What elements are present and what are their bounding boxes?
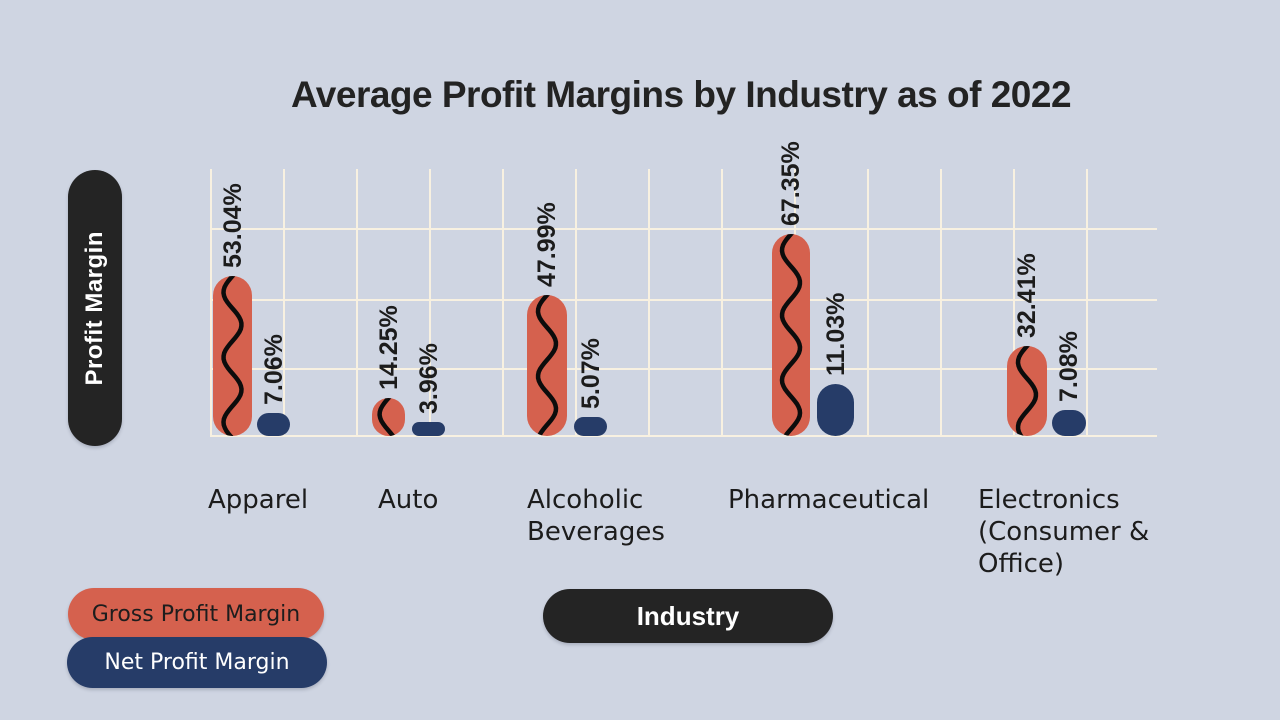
legend-gross-label: Gross Profit Margin xyxy=(91,601,301,627)
value-label-net-pharmaceutical: 11.03% xyxy=(821,292,850,376)
squiggle-line-icon xyxy=(1015,346,1039,436)
bar-net-apparel xyxy=(257,413,290,436)
x-axis-category-auto: Auto xyxy=(378,485,439,515)
x-axis-label: Industry xyxy=(636,600,740,631)
y-axis-label: Profit Margin xyxy=(81,230,108,386)
bar-net-electronics xyxy=(1052,410,1086,436)
value-label-net-auto: 3.96% xyxy=(414,343,443,414)
value-label-gross-electronics: 32.41% xyxy=(1013,253,1041,338)
value-label-gross-apparel: 53.04% xyxy=(218,183,247,268)
value-label-gross-pharmaceutical: 67.35% xyxy=(777,141,805,226)
bar-gross-auto xyxy=(372,398,405,436)
legend-item-net: Net Profit Margin xyxy=(67,637,327,688)
x-axis-category-apparel: Apparel xyxy=(208,485,309,515)
x-axis-label-pill: Industry xyxy=(543,589,833,643)
bar-net-alcoholic xyxy=(574,417,607,436)
x-axis-category-pharmaceutical: Pharmaceutical xyxy=(728,485,930,515)
legend-item-gross: Gross Profit Margin xyxy=(68,588,324,640)
squiggle-line-icon xyxy=(221,276,244,436)
bar-gross-electronics xyxy=(1007,346,1047,436)
chart-title: Average Profit Margins by Industry as of… xyxy=(290,74,1072,115)
x-axis-category-alcoholic: Alcoholic Beverages xyxy=(527,485,665,547)
squiggle-line-icon xyxy=(535,295,559,436)
bar-gross-apparel xyxy=(213,276,252,436)
squiggle-line-icon xyxy=(779,234,803,436)
y-axis-label-pill: Profit Margin xyxy=(68,170,122,446)
x-axis-category-electronics: Electronics (Consumer & Office) xyxy=(978,485,1150,579)
bar-gross-alcoholic xyxy=(527,295,567,436)
value-label-net-apparel: 7.06% xyxy=(259,334,288,405)
value-label-net-alcoholic: 5.07% xyxy=(576,338,605,409)
bar-net-pharmaceutical xyxy=(817,384,854,436)
value-label-gross-alcoholic: 47.99% xyxy=(533,202,561,287)
bar-gross-pharmaceutical xyxy=(772,234,810,436)
value-label-gross-auto: 14.25% xyxy=(374,305,403,390)
bar-net-auto xyxy=(412,422,445,436)
legend-net-label: Net Profit Margin xyxy=(104,650,290,675)
value-label-net-electronics: 7.08% xyxy=(1055,331,1083,402)
squiggle-line-icon xyxy=(377,398,396,436)
